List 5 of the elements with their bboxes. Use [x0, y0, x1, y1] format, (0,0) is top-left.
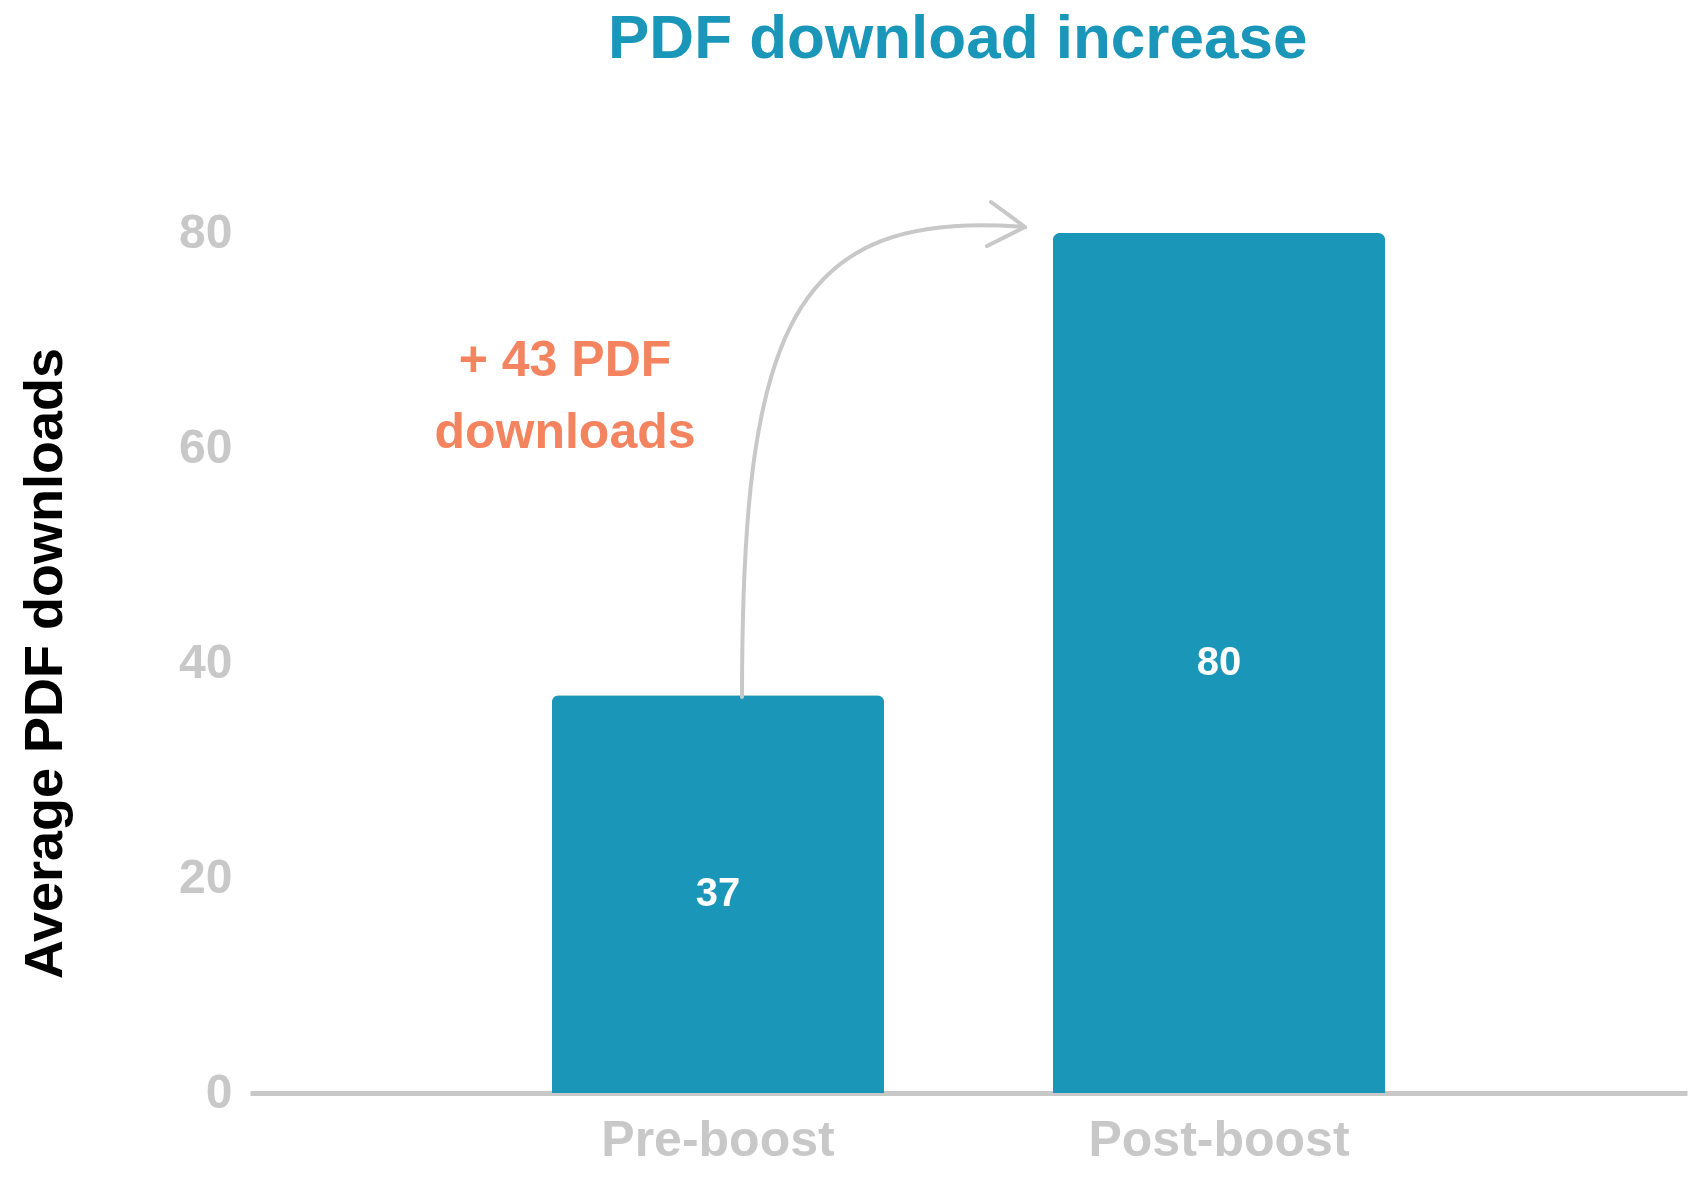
data-label: 37 — [695, 870, 741, 915]
chart-title: PDF download increase — [608, 2, 1308, 71]
data-label: 80 — [1196, 639, 1242, 683]
annotation: + 43 PDF downloads — [434, 331, 696, 459]
y-axis-title: Average PDF downloads — [12, 347, 73, 980]
